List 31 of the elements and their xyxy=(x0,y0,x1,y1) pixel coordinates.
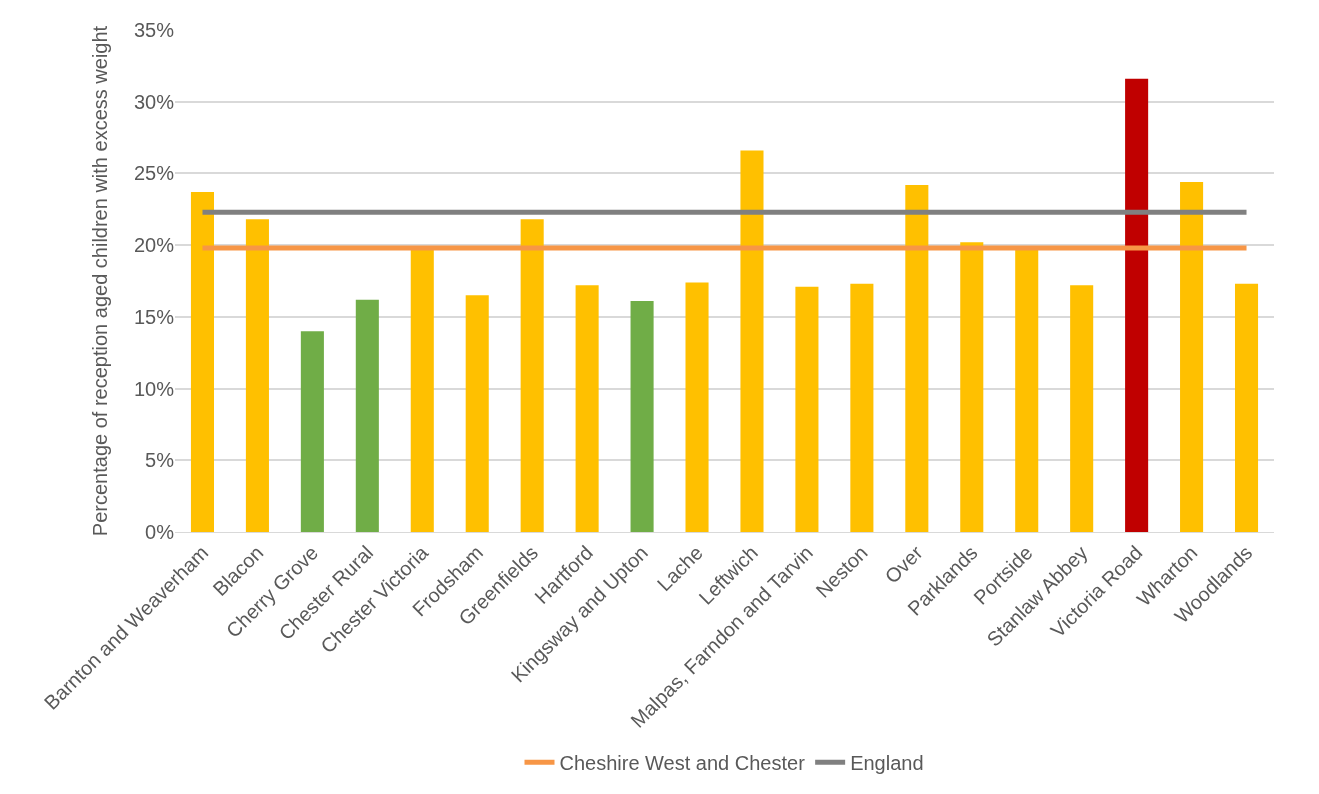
bar xyxy=(960,242,984,532)
y-tick-label: 5% xyxy=(145,449,175,472)
bar xyxy=(245,219,269,532)
y-tick-label: 15% xyxy=(133,305,175,328)
y-tick-label: 10% xyxy=(133,377,175,400)
y-tick-label: 25% xyxy=(133,162,175,185)
bar xyxy=(1180,182,1204,532)
bar xyxy=(355,299,379,532)
legend-label: England xyxy=(850,752,924,775)
bar xyxy=(410,249,434,532)
bar xyxy=(190,192,215,532)
bar xyxy=(1125,78,1149,532)
bar xyxy=(795,286,819,532)
bar xyxy=(630,301,654,532)
y-tick-label: 35% xyxy=(133,19,175,41)
bar xyxy=(850,283,874,532)
bar xyxy=(1015,249,1039,532)
y-tick-label: 0% xyxy=(145,521,175,543)
y-tick-label: 30% xyxy=(133,90,175,113)
bar xyxy=(465,295,489,532)
bar xyxy=(520,219,544,532)
bar xyxy=(1070,285,1094,532)
bar xyxy=(300,331,324,532)
y-axis-title: Percentage of reception aged children with excess weight xyxy=(89,25,112,537)
y-tick-label: 20% xyxy=(133,234,175,257)
bar xyxy=(905,184,929,532)
bar xyxy=(575,285,599,532)
legend-label: Cheshire West and Chester xyxy=(559,752,806,775)
bar xyxy=(685,282,709,532)
bar xyxy=(740,150,764,532)
bar xyxy=(1234,283,1259,532)
